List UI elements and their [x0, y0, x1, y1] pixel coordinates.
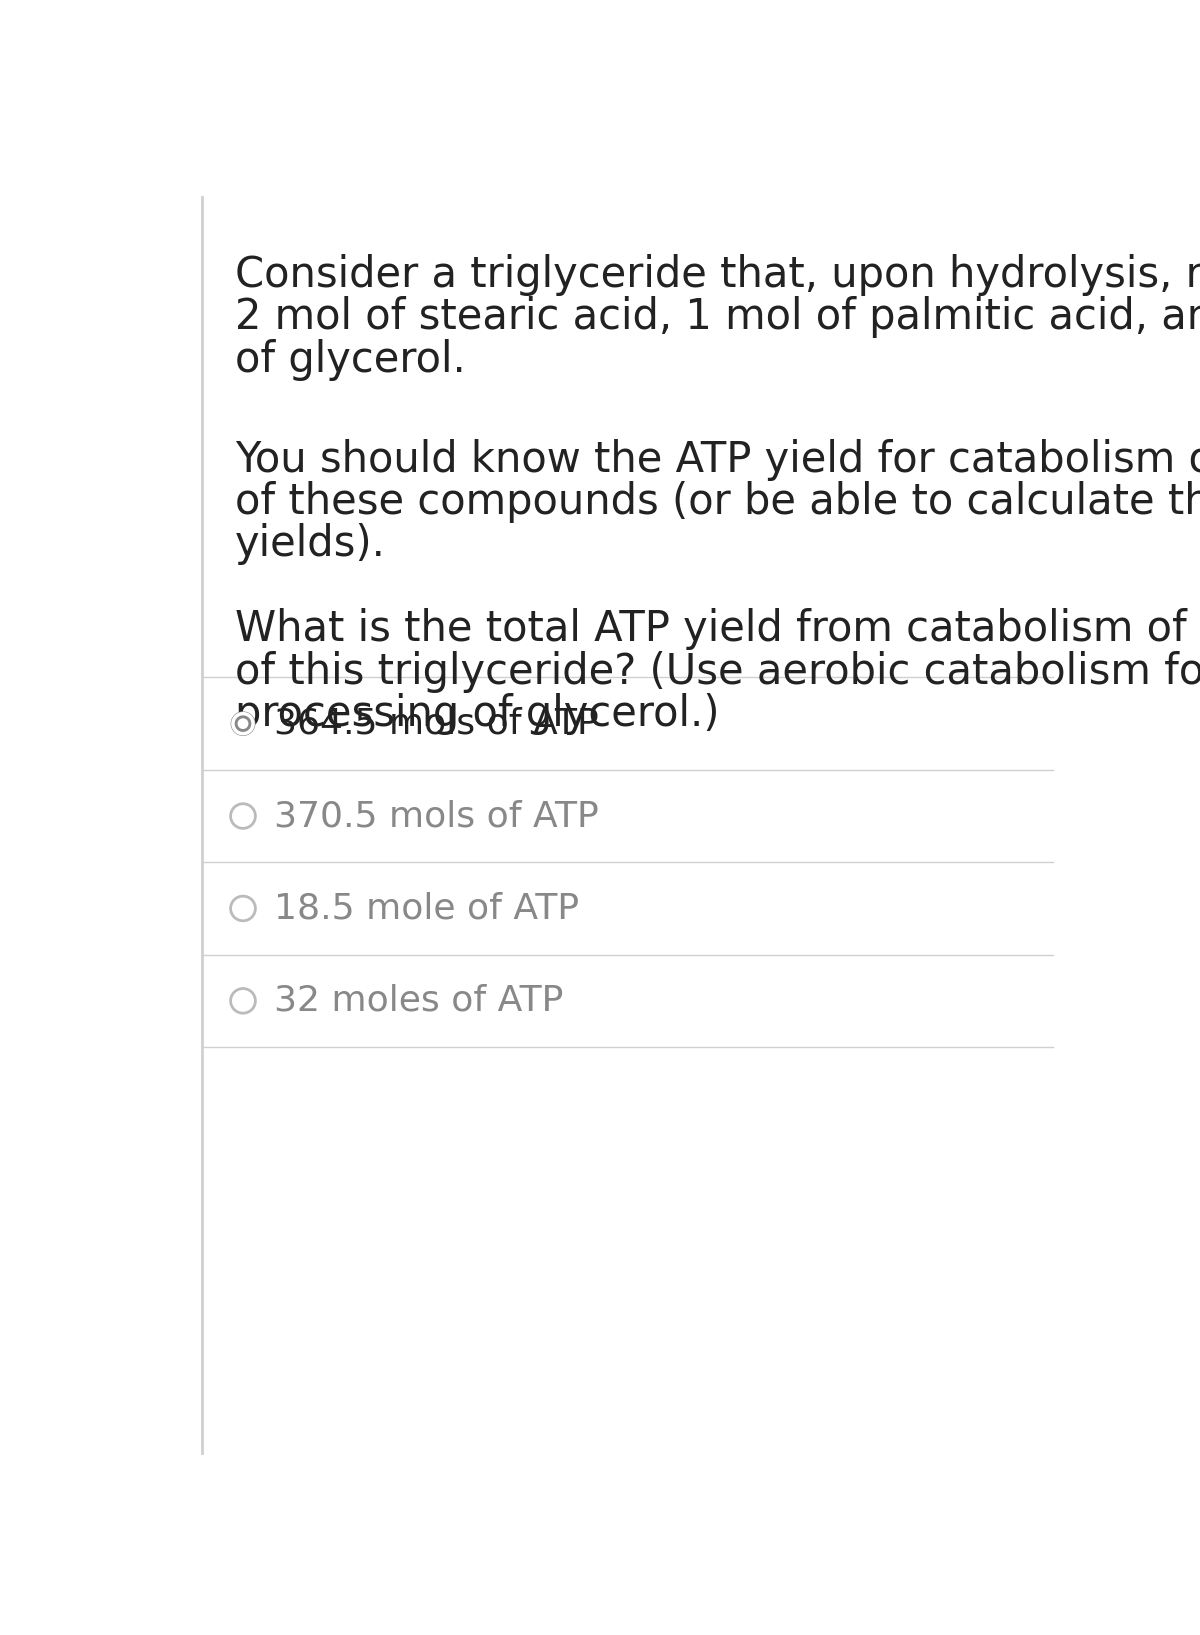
Circle shape [230, 896, 256, 921]
Text: What is the total ATP yield from catabolism of 1 mol: What is the total ATP yield from catabol… [235, 608, 1200, 651]
Text: 370.5 mols of ATP: 370.5 mols of ATP [274, 800, 599, 834]
Circle shape [230, 989, 256, 1014]
Text: You should know the ATP yield for catabolism of all: You should know the ATP yield for catabo… [235, 438, 1200, 481]
Circle shape [230, 804, 256, 829]
Text: of glycerol.: of glycerol. [235, 338, 466, 381]
Text: 18.5 mole of ATP: 18.5 mole of ATP [274, 891, 580, 925]
Text: 2 mol of stearic acid, 1 mol of palmitic acid, and 1 mol: 2 mol of stearic acid, 1 mol of palmitic… [235, 296, 1200, 338]
Text: 32 moles of ATP: 32 moles of ATP [274, 984, 563, 1019]
Text: yields).: yields). [235, 523, 386, 566]
Text: Consider a triglyceride that, upon hydrolysis, releases: Consider a triglyceride that, upon hydro… [235, 253, 1200, 296]
Text: of this triglyceride? (Use aerobic catabolism for the: of this triglyceride? (Use aerobic catab… [235, 651, 1200, 693]
Circle shape [230, 711, 256, 736]
Text: 364.5 mols of ATP: 364.5 mols of ATP [274, 706, 599, 741]
Text: of these compounds (or be able to calculate the: of these compounds (or be able to calcul… [235, 481, 1200, 523]
Circle shape [238, 718, 248, 729]
Text: processing of glycerol.): processing of glycerol.) [235, 693, 720, 734]
